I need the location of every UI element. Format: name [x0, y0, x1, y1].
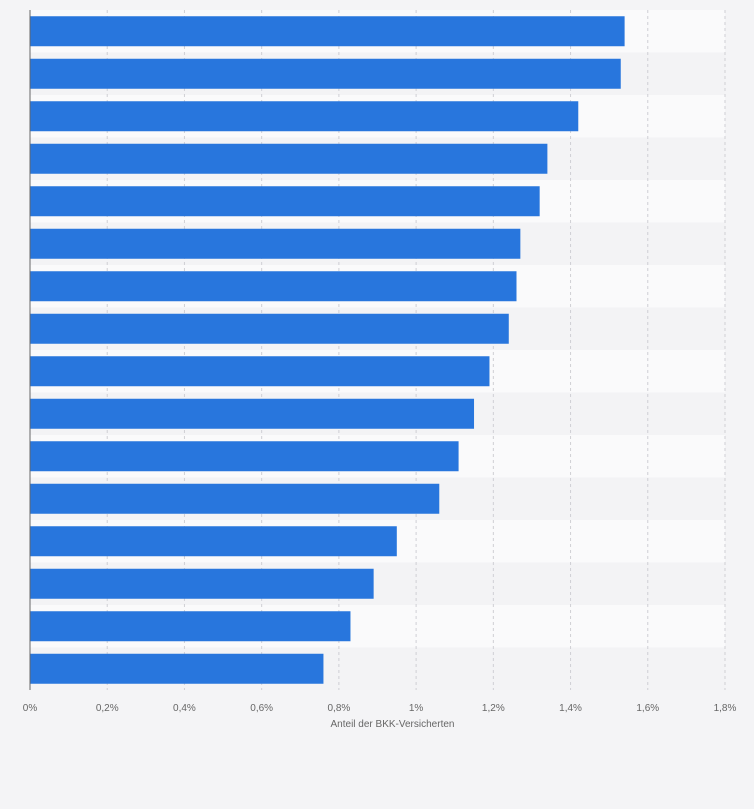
bar — [30, 611, 351, 642]
x-tick-label: 0,4% — [173, 703, 196, 714]
bar — [30, 186, 540, 217]
x-axis-ticks: 0% 0,2% 0,4% 0,6% 0,8% 1% 1,2% 1,4% 1,6% 1,8% — [23, 703, 737, 714]
bars — [30, 16, 625, 684]
x-tick-label: 0,2% — [96, 703, 119, 714]
bar — [30, 526, 397, 557]
bar — [30, 398, 475, 429]
x-tick-label: 1,4% — [559, 703, 582, 714]
x-tick-label: 1,6% — [636, 703, 659, 714]
bar — [30, 16, 625, 47]
x-tick-label: 1,2% — [482, 703, 505, 714]
bar — [30, 313, 509, 344]
x-tick-label: 0,6% — [250, 703, 273, 714]
x-tick-label: 1% — [409, 703, 424, 714]
bar — [30, 228, 521, 259]
bar — [30, 568, 374, 599]
x-tick-label: 0% — [23, 703, 38, 714]
x-axis-title: Anteil der BKK-Versicherten — [331, 719, 455, 730]
bar — [30, 483, 440, 514]
x-tick-label: 0,8% — [327, 703, 350, 714]
bar — [30, 271, 517, 302]
x-tick-label: 1,8% — [714, 703, 737, 714]
bar — [30, 356, 490, 387]
bar — [30, 441, 459, 472]
bar — [30, 653, 324, 684]
bar — [30, 101, 579, 132]
bar — [30, 143, 548, 174]
bar — [30, 58, 621, 89]
